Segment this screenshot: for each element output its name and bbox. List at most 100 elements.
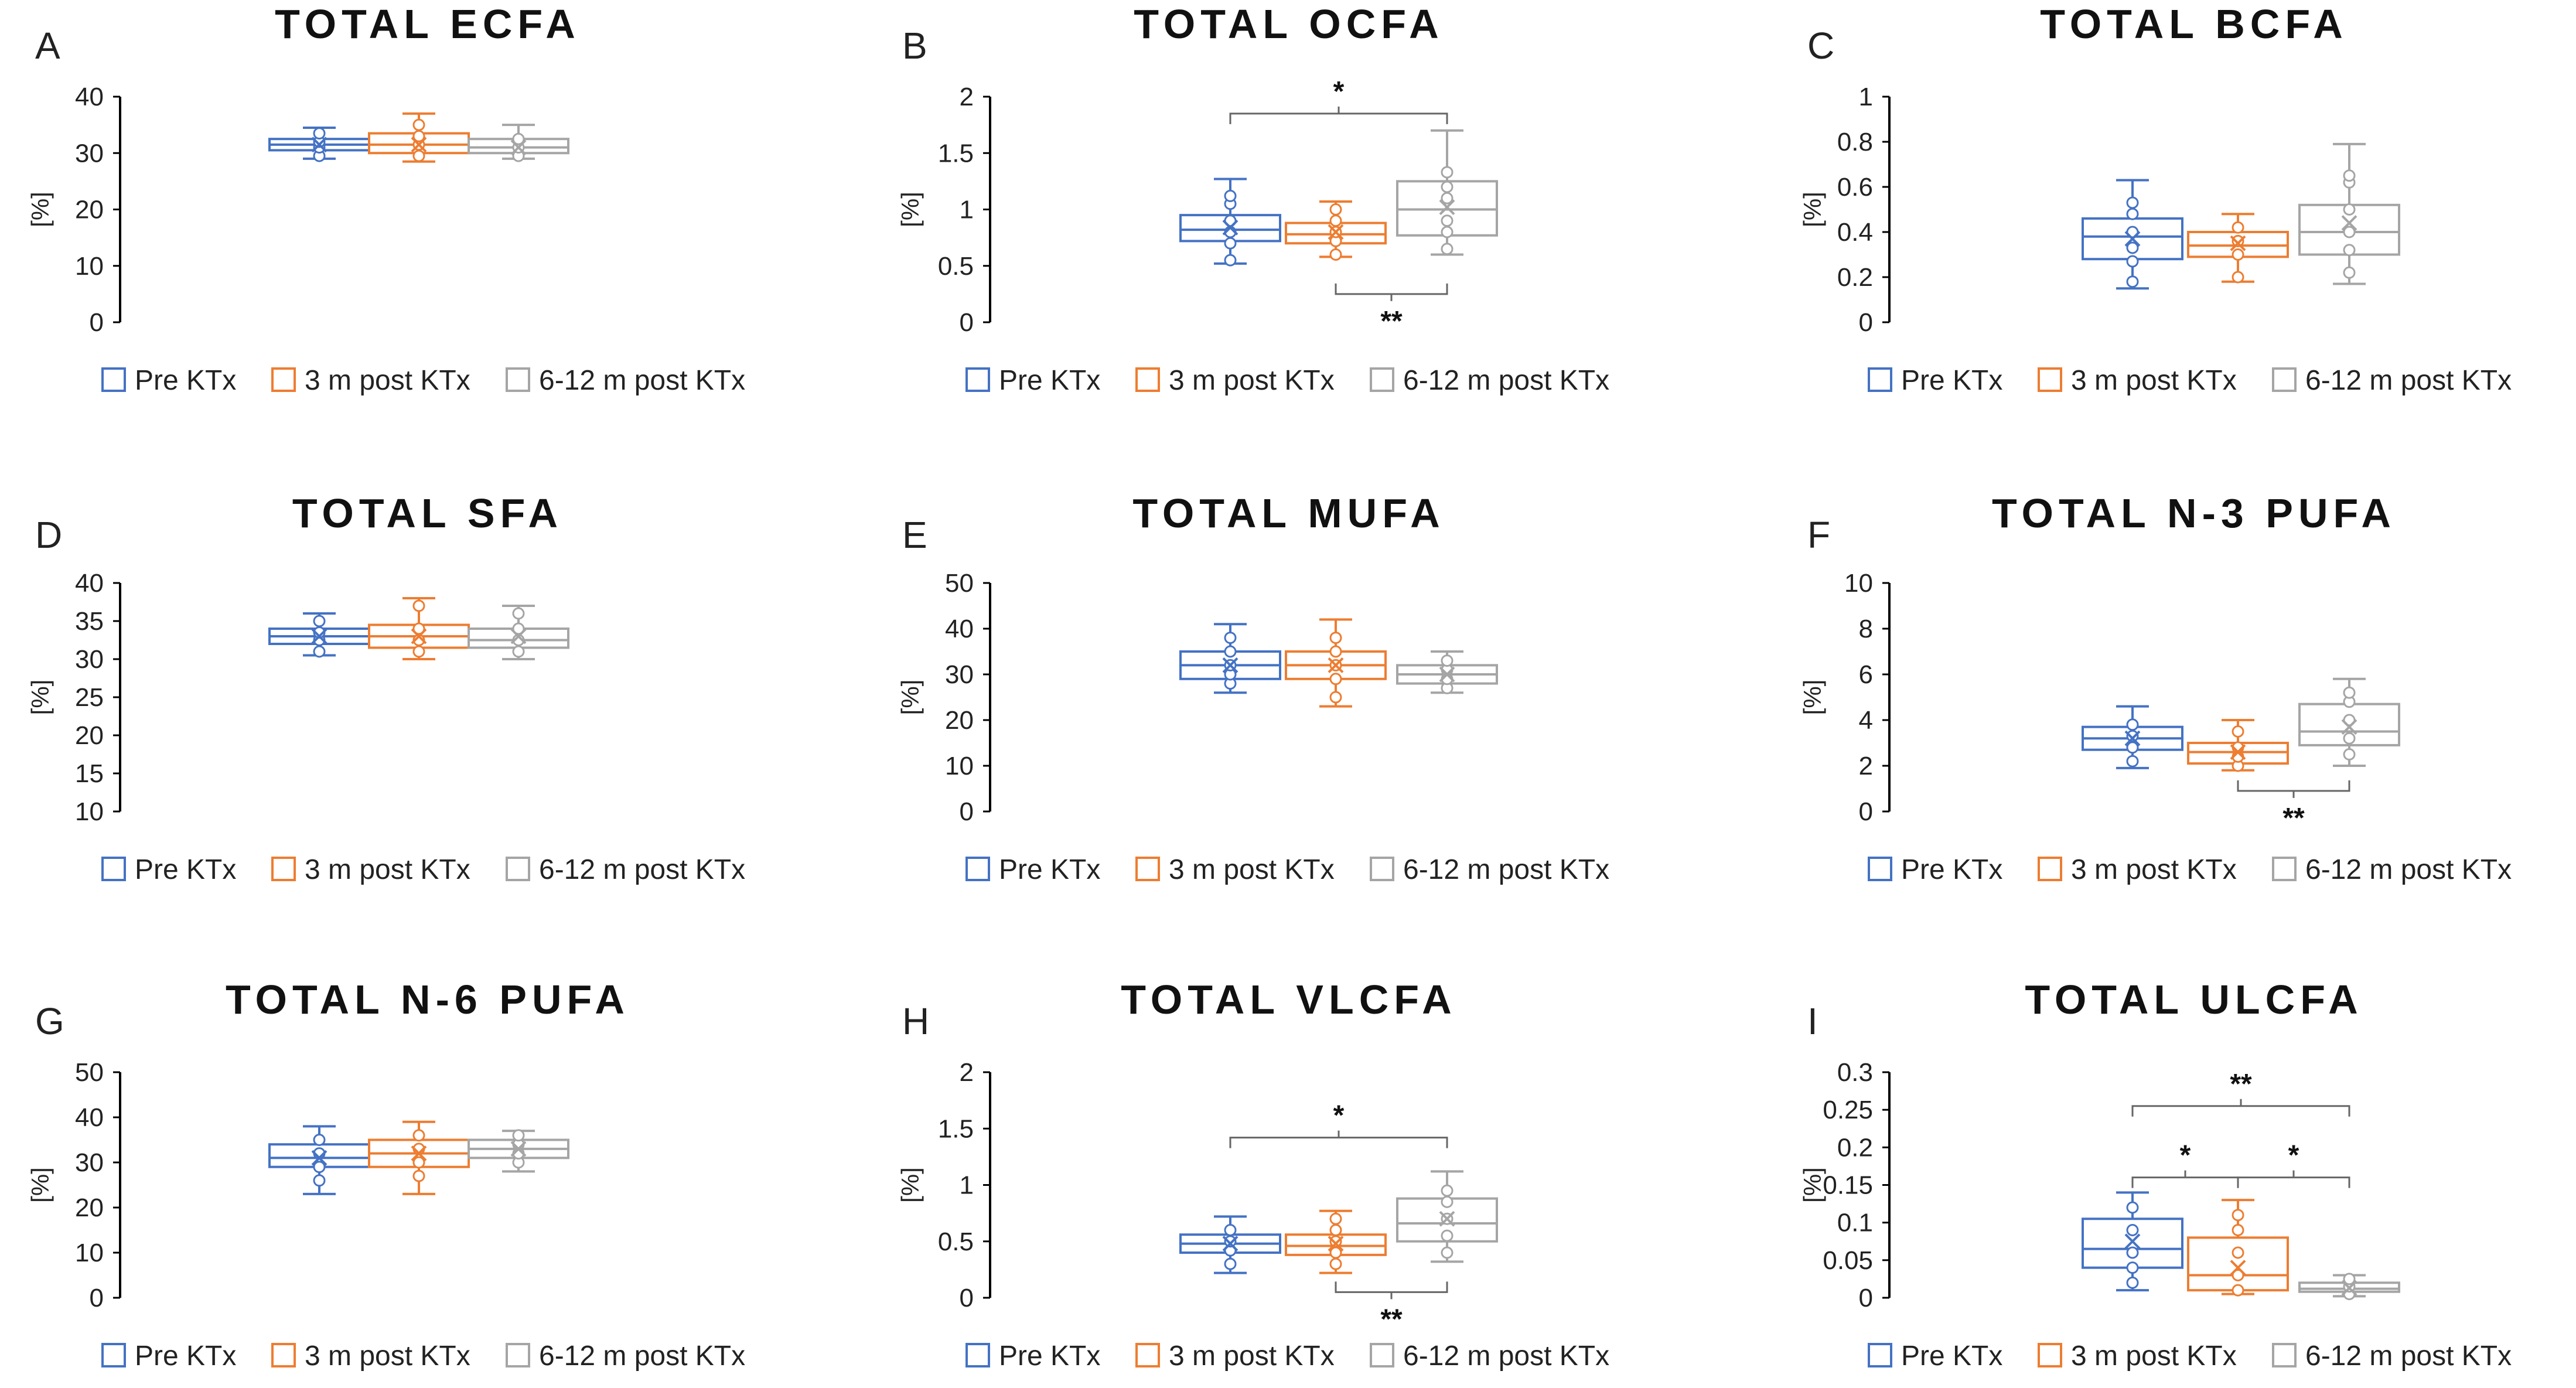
panel-title: TOTAL ULCFA bbox=[2025, 977, 2363, 1022]
y-axis-label: [%] bbox=[1799, 192, 1826, 227]
significance-bracket: ** bbox=[1335, 1281, 1448, 1335]
y-tick-label: 40 bbox=[75, 83, 104, 111]
y-tick-label: 2 bbox=[960, 83, 974, 111]
y-axis-label: [%] bbox=[896, 1167, 924, 1203]
significance-label: * bbox=[2288, 1140, 2299, 1171]
box-3m-post-ktx bbox=[1285, 200, 1387, 261]
box-pre-ktx bbox=[2082, 1191, 2183, 1292]
y-tick-label: 8 bbox=[1859, 615, 1873, 643]
panel-letter: B bbox=[902, 25, 927, 67]
panel-letter: H bbox=[902, 1000, 929, 1042]
data-point bbox=[1441, 243, 1454, 255]
box-pre-ktx bbox=[1179, 178, 1281, 267]
legend-swatch bbox=[1370, 857, 1394, 881]
y-axis-label: [%] bbox=[1799, 1167, 1826, 1203]
box-6-12m-post-ktx bbox=[468, 605, 569, 660]
mean-marker bbox=[1222, 657, 1238, 673]
legend-label: Pre KTx bbox=[999, 365, 1100, 396]
data-point bbox=[2126, 1224, 2139, 1236]
y-axis-label: [%] bbox=[26, 680, 54, 715]
panel-title: TOTAL N-3 PUFA bbox=[1992, 490, 2396, 536]
data-point bbox=[313, 1161, 326, 1174]
box-6-12m-post-ktx bbox=[1396, 129, 1498, 256]
data-point bbox=[512, 645, 525, 658]
panel-e: E TOTAL MUFA 0 10 20 30 40 50 [%] Pre KTx 3 m post… bbox=[896, 490, 1609, 885]
legend-swatch bbox=[1135, 1343, 1160, 1367]
data-point bbox=[313, 1174, 326, 1187]
legend-swatch bbox=[101, 857, 126, 881]
box-3m-post-ktx bbox=[368, 112, 470, 163]
y-axis-label: [%] bbox=[26, 192, 54, 227]
legend-label: 3 m post KTx bbox=[305, 1341, 470, 1372]
legend: Pre KTx 3 m post KTx 6-12 m post KTx bbox=[965, 365, 1609, 396]
legend-label: 6-12 m post KTx bbox=[539, 1341, 745, 1372]
y-tick-label: 2 bbox=[1859, 752, 1873, 780]
legend-label: Pre KTx bbox=[135, 365, 236, 396]
data-point bbox=[412, 1129, 425, 1142]
y-tick-label: 40 bbox=[75, 569, 104, 598]
box-6-12m-post-ktx bbox=[2298, 142, 2400, 285]
data-point bbox=[1224, 632, 1237, 644]
y-tick-label: 0.8 bbox=[1837, 128, 1873, 156]
legend-label: 6-12 m post KTx bbox=[1403, 854, 1609, 885]
data-point bbox=[2232, 234, 2244, 247]
panel-f: F TOTAL N-3 PUFA 0 2 4 6 8 10 [%] ** Pre KTx 3 m po… bbox=[1799, 490, 2512, 885]
legend-label: 3 m post KTx bbox=[1169, 854, 1335, 885]
legend-label: 3 m post KTx bbox=[2071, 854, 2237, 885]
panel-a: A TOTAL ECFA 0 10 20 30 40 [%] Pre KTx 3 m post K… bbox=[26, 1, 745, 396]
panel-g: G TOTAL N-6 PUFA 0 10 20 30 40 50 [%] Pre KTx 3 m … bbox=[26, 977, 745, 1372]
y-tick-label: 10 bbox=[75, 1239, 104, 1267]
y-tick-label: 0.2 bbox=[1837, 1133, 1873, 1162]
legend-label: 6-12 m post KTx bbox=[1403, 1341, 1609, 1372]
legend-swatch bbox=[2272, 857, 2297, 881]
data-point bbox=[2126, 741, 2139, 754]
data-point bbox=[1224, 645, 1237, 658]
mean-marker bbox=[510, 628, 527, 644]
panel-letter: E bbox=[902, 514, 927, 556]
y-tick-label: 0 bbox=[960, 797, 974, 826]
y-tick-label: 30 bbox=[75, 139, 104, 168]
y-tick-label: 20 bbox=[75, 1193, 104, 1222]
data-point bbox=[2232, 1224, 2244, 1236]
mean-marker bbox=[1222, 219, 1238, 236]
panel-letter: A bbox=[35, 25, 60, 67]
significance-label: ** bbox=[1380, 1304, 1403, 1335]
data-point bbox=[412, 118, 425, 131]
data-point bbox=[1329, 214, 1342, 227]
mean-marker bbox=[311, 1150, 327, 1166]
significance-label: ** bbox=[1380, 306, 1403, 337]
box-pre-ktx bbox=[268, 126, 370, 162]
mean-marker bbox=[2230, 744, 2246, 760]
mean-marker bbox=[2341, 719, 2357, 735]
data-point bbox=[1441, 180, 1454, 193]
significance-label: * bbox=[1333, 76, 1345, 107]
data-point bbox=[2126, 207, 2139, 220]
mean-marker bbox=[510, 139, 527, 156]
significance-bracket: * bbox=[2237, 1140, 2350, 1188]
box-3m-post-ktx bbox=[1285, 618, 1387, 708]
data-point bbox=[1224, 254, 1237, 267]
y-tick-label: 1 bbox=[1859, 83, 1873, 111]
data-point bbox=[412, 149, 425, 162]
y-tick-label: 0.5 bbox=[938, 252, 974, 281]
y-tick-label: 40 bbox=[945, 615, 974, 643]
bracket-line bbox=[1335, 283, 1448, 301]
box-3m-post-ktx bbox=[2187, 213, 2289, 284]
y-axis-label: [%] bbox=[896, 192, 924, 227]
y-tick-label: 0.05 bbox=[1823, 1246, 1873, 1275]
y-tick-label: 15 bbox=[75, 759, 104, 788]
panel-title: TOTAL ECFA bbox=[275, 1, 581, 47]
legend-swatch bbox=[2272, 367, 2297, 392]
mean-marker bbox=[2341, 215, 2357, 231]
legend-swatch bbox=[2038, 1343, 2062, 1367]
data-point bbox=[512, 607, 525, 620]
data-point bbox=[2126, 718, 2139, 731]
y-tick-label: 1.5 bbox=[938, 139, 974, 168]
box-3m-post-ktx bbox=[368, 597, 470, 660]
box-pre-ktx bbox=[2082, 179, 2183, 290]
mean-marker bbox=[1439, 199, 1455, 216]
y-tick-label: 0.5 bbox=[938, 1227, 974, 1256]
significance-label: * bbox=[1333, 1100, 1345, 1131]
data-point bbox=[1329, 248, 1342, 261]
bracket-line bbox=[2237, 1170, 2350, 1188]
